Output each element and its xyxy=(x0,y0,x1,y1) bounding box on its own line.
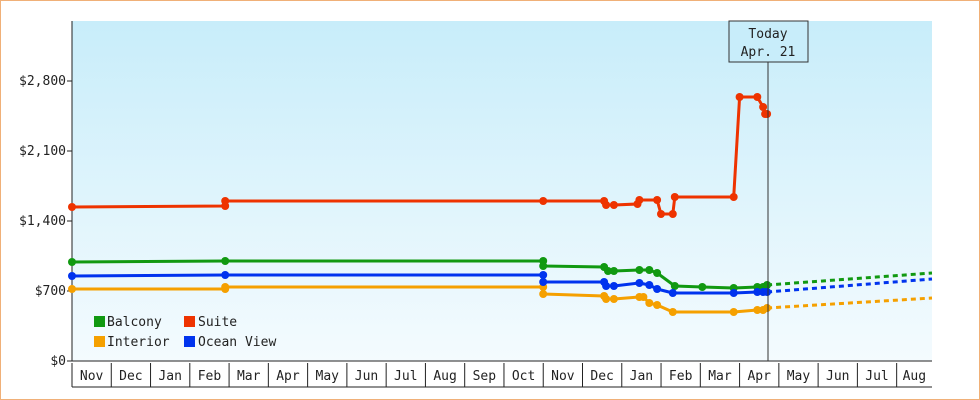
month-label: Dec xyxy=(119,369,142,384)
data-point-interior xyxy=(609,295,618,303)
month-label: Aug xyxy=(433,369,456,384)
plot-area xyxy=(72,21,932,361)
data-point-balcony xyxy=(221,257,230,265)
legend: Balcony Suite Interior Ocean View xyxy=(94,315,276,350)
data-point-suite xyxy=(539,197,548,205)
data-point-interior xyxy=(645,299,654,307)
data-point-suite xyxy=(759,103,768,111)
today-marker: Today Apr. 21 xyxy=(728,20,809,361)
data-point-ocean-view xyxy=(645,281,654,289)
data-point-ocean-view xyxy=(763,288,772,296)
data-point-ocean-view xyxy=(602,282,611,290)
data-point-interior xyxy=(653,301,662,309)
month-label: Jun xyxy=(826,369,849,384)
y-tick-label: $2,100 xyxy=(19,144,66,159)
y-tick-label: $0 xyxy=(50,354,66,369)
data-point-balcony xyxy=(539,262,548,270)
month-label: Feb xyxy=(198,369,222,384)
month-label: Nov xyxy=(80,369,104,384)
today-label: Today xyxy=(748,27,787,42)
data-point-balcony xyxy=(68,258,76,266)
month-label: Jul xyxy=(394,369,417,384)
month-label: Apr xyxy=(747,369,771,384)
data-point-suite xyxy=(763,110,772,118)
today-date: Apr. 21 xyxy=(741,45,796,60)
data-point-ocean-view xyxy=(729,289,738,297)
month-label: Oct xyxy=(512,369,535,384)
month-label: Feb xyxy=(669,369,693,384)
data-point-interior xyxy=(602,295,611,303)
data-point-ocean-view xyxy=(753,288,762,296)
month-label: Jan xyxy=(630,369,653,384)
data-point-interior xyxy=(221,283,230,291)
data-point-ocean-view xyxy=(609,282,618,290)
data-point-ocean-view xyxy=(539,271,548,279)
month-label: May xyxy=(787,369,811,384)
data-point-suite xyxy=(653,196,662,204)
data-point-balcony xyxy=(635,266,644,274)
data-point-suite xyxy=(735,93,744,101)
y-tick-label: $1,400 xyxy=(19,214,66,229)
legend-swatch-balcony xyxy=(94,316,105,327)
data-point-interior xyxy=(729,308,738,316)
data-point-interior xyxy=(668,308,677,316)
data-point-balcony xyxy=(670,282,679,290)
data-point-balcony xyxy=(763,281,772,289)
series-projection-ocean-view xyxy=(766,277,933,294)
data-point-suite xyxy=(609,201,618,209)
data-point-interior xyxy=(68,285,76,293)
month-label: Jul xyxy=(865,369,888,384)
legend-swatch-interior xyxy=(94,336,105,347)
data-point-interior xyxy=(753,306,762,314)
data-point-balcony xyxy=(653,269,662,277)
month-label: Apr xyxy=(276,369,300,384)
series-layer xyxy=(68,93,933,316)
data-point-suite xyxy=(221,197,230,205)
data-point-ocean-view xyxy=(668,289,677,297)
series-projection-interior xyxy=(767,296,933,310)
data-point-ocean-view xyxy=(653,285,662,293)
month-label: Nov xyxy=(551,369,575,384)
y-tick-label: $2,800 xyxy=(19,74,66,89)
legend-label-interior: Interior xyxy=(107,335,170,350)
series-projection-balcony xyxy=(766,271,933,287)
data-point-suite xyxy=(68,203,76,211)
data-point-suite xyxy=(602,201,611,209)
data-point-interior xyxy=(763,304,772,312)
data-point-ocean-view xyxy=(68,272,76,280)
month-label: May xyxy=(316,369,340,384)
data-point-suite xyxy=(753,93,762,101)
legend-label-balcony: Balcony xyxy=(107,315,162,330)
data-point-balcony xyxy=(609,267,618,275)
legend-swatch-suite xyxy=(184,316,195,327)
legend-label-suite: Suite xyxy=(198,315,237,330)
month-label: Mar xyxy=(237,369,261,384)
data-point-ocean-view xyxy=(221,271,230,279)
legend-swatch-ocean-view xyxy=(184,336,195,347)
month-label: Jan xyxy=(158,369,181,384)
month-label: Sep xyxy=(473,369,497,384)
data-point-suite xyxy=(635,196,644,204)
data-point-suite xyxy=(729,193,738,201)
axes-layer: $0 $700 $1,400 $2,100 $2,800 Nov Dec Jan Feb Mar A… xyxy=(19,21,932,388)
month-label: Mar xyxy=(708,369,732,384)
data-point-balcony xyxy=(645,266,654,274)
data-point-balcony xyxy=(604,267,612,275)
y-tick-label: $700 xyxy=(35,284,66,299)
legend-label-ocean-view: Ocean View xyxy=(198,335,276,350)
month-label: Dec xyxy=(590,369,613,384)
data-point-suite xyxy=(670,193,679,201)
data-point-ocean-view xyxy=(539,278,548,286)
data-point-interior xyxy=(539,290,548,298)
data-point-interior xyxy=(639,293,648,301)
today-box xyxy=(728,20,809,63)
month-label: Jun xyxy=(355,369,378,384)
data-point-ocean-view xyxy=(635,279,644,287)
data-point-suite xyxy=(657,210,665,218)
data-point-suite xyxy=(668,210,677,218)
data-point-balcony xyxy=(698,283,707,291)
month-label: Aug xyxy=(903,369,926,384)
